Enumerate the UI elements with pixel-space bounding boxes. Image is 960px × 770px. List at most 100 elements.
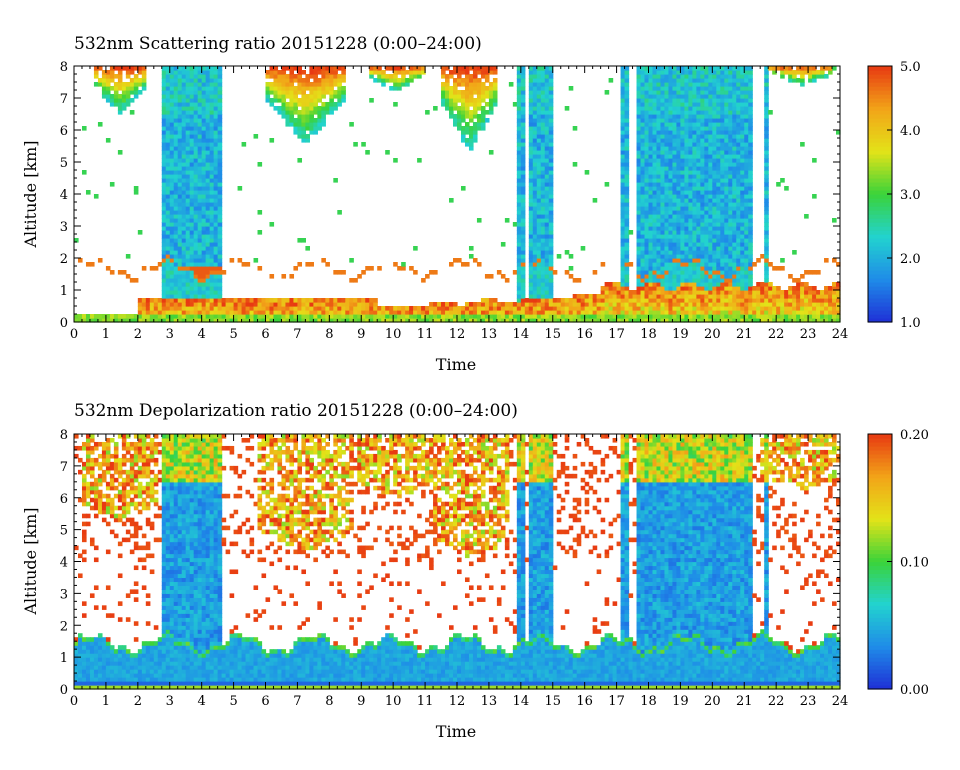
heatmap-cell	[632, 314, 638, 319]
heatmap-cell	[644, 82, 650, 87]
heatmap-cell	[377, 66, 382, 71]
heatmap-cell	[596, 294, 602, 299]
heatmap-cell	[189, 286, 195, 291]
heatmap-cell	[672, 226, 678, 231]
heatmap-cell	[704, 274, 709, 279]
heatmap-cell	[640, 234, 646, 239]
heatmap-cell	[700, 202, 705, 207]
heatmap-cell	[544, 86, 550, 91]
heatmap-cell	[165, 202, 171, 207]
heatmap-cell	[656, 174, 662, 179]
heatmap-cell	[133, 78, 139, 83]
heatmap-cell	[217, 210, 223, 215]
heatmap-cell	[724, 238, 729, 243]
heatmap-cell	[169, 178, 175, 183]
heatmap-cell	[788, 286, 793, 291]
heatmap-cell	[233, 310, 239, 315]
heatmap-cell	[684, 166, 689, 171]
heatmap-cell	[736, 198, 741, 203]
heatmap-cell	[532, 194, 538, 199]
heatmap-cell	[536, 94, 542, 99]
heatmap-cell	[736, 206, 741, 211]
heatmap-cell	[588, 294, 594, 299]
heatmap-cell	[289, 314, 295, 319]
heatmap-cell	[109, 94, 115, 99]
heatmap-cell	[564, 106, 570, 111]
heatmap-cell	[752, 314, 757, 319]
heatmap-cell	[596, 318, 602, 323]
heatmap-cell	[616, 310, 622, 315]
heatmap-cell	[181, 266, 187, 271]
heatmap-cell	[197, 302, 203, 307]
heatmap-cell	[560, 302, 566, 307]
heatmap-cell	[680, 186, 686, 191]
heatmap-cell	[133, 90, 139, 95]
heatmap-cell	[644, 98, 650, 103]
heatmap-cell	[460, 90, 466, 95]
heatmap-cell	[217, 298, 223, 303]
heatmap-cell	[205, 238, 211, 243]
heatmap-cell	[712, 174, 717, 179]
heatmap-cell	[720, 314, 725, 319]
heatmap-cell	[728, 290, 733, 295]
heatmap-cell	[457, 110, 462, 115]
heatmap-cell	[676, 130, 682, 135]
heatmap-cell	[285, 118, 291, 123]
heatmap-cell	[125, 318, 131, 323]
heatmap-cell	[676, 126, 682, 131]
heatmap-cell	[173, 74, 179, 79]
heatmap-cell	[736, 102, 741, 107]
heatmap-cell	[740, 162, 745, 167]
heatmap-cell	[740, 186, 745, 191]
heatmap-cell	[728, 278, 733, 283]
heatmap-cell	[197, 210, 203, 215]
heatmap-cell	[772, 266, 777, 271]
heatmap-cell	[564, 318, 570, 323]
heatmap-cell	[544, 242, 550, 247]
heatmap-cell	[484, 298, 490, 303]
heatmap-cell	[584, 310, 590, 315]
heatmap-cell	[688, 214, 693, 219]
heatmap-cell	[229, 302, 235, 307]
heatmap-cell	[93, 194, 99, 199]
heatmap-cell	[696, 66, 701, 71]
heatmap-cell	[744, 278, 749, 283]
heatmap-cell	[365, 310, 370, 315]
heatmap-cell	[281, 82, 287, 87]
heatmap-cell	[736, 106, 741, 111]
heatmap-cell	[644, 302, 650, 307]
heatmap-cell	[708, 182, 713, 187]
heatmap-cell	[181, 82, 187, 87]
heatmap-cell	[209, 226, 215, 231]
heatmap-cell	[289, 306, 295, 311]
heatmap-cell	[688, 290, 693, 295]
heatmap-cell	[724, 174, 729, 179]
heatmap-cell	[512, 306, 518, 311]
heatmap-cell	[692, 314, 697, 319]
heatmap-cell	[480, 298, 486, 303]
heatmap-cell	[217, 286, 223, 291]
heatmap-cell	[181, 202, 187, 207]
heatmap-cell	[684, 238, 689, 243]
heatmap-cell	[169, 286, 175, 291]
heatmap-cell	[684, 86, 689, 91]
heatmap-cell	[660, 282, 666, 287]
heatmap-cell	[385, 310, 390, 315]
heatmap-cell	[177, 174, 183, 179]
heatmap-cell	[676, 198, 682, 203]
heatmap-cell	[536, 278, 542, 283]
heatmap-cell	[309, 94, 314, 99]
heatmap-cell	[620, 278, 626, 283]
heatmap-cell	[716, 190, 721, 195]
heatmap-cell	[536, 302, 542, 307]
heatmap-cell	[648, 258, 654, 263]
heatmap-cell	[540, 250, 546, 255]
heatmap-cell	[101, 70, 107, 75]
heatmap-cell	[536, 138, 542, 143]
heatmap-cell	[652, 194, 658, 199]
heatmap-cell	[113, 102, 119, 107]
heatmap-cell	[177, 210, 183, 215]
heatmap-cell	[97, 82, 103, 87]
heatmap-cell	[748, 166, 753, 171]
heatmap-cell	[672, 202, 678, 207]
